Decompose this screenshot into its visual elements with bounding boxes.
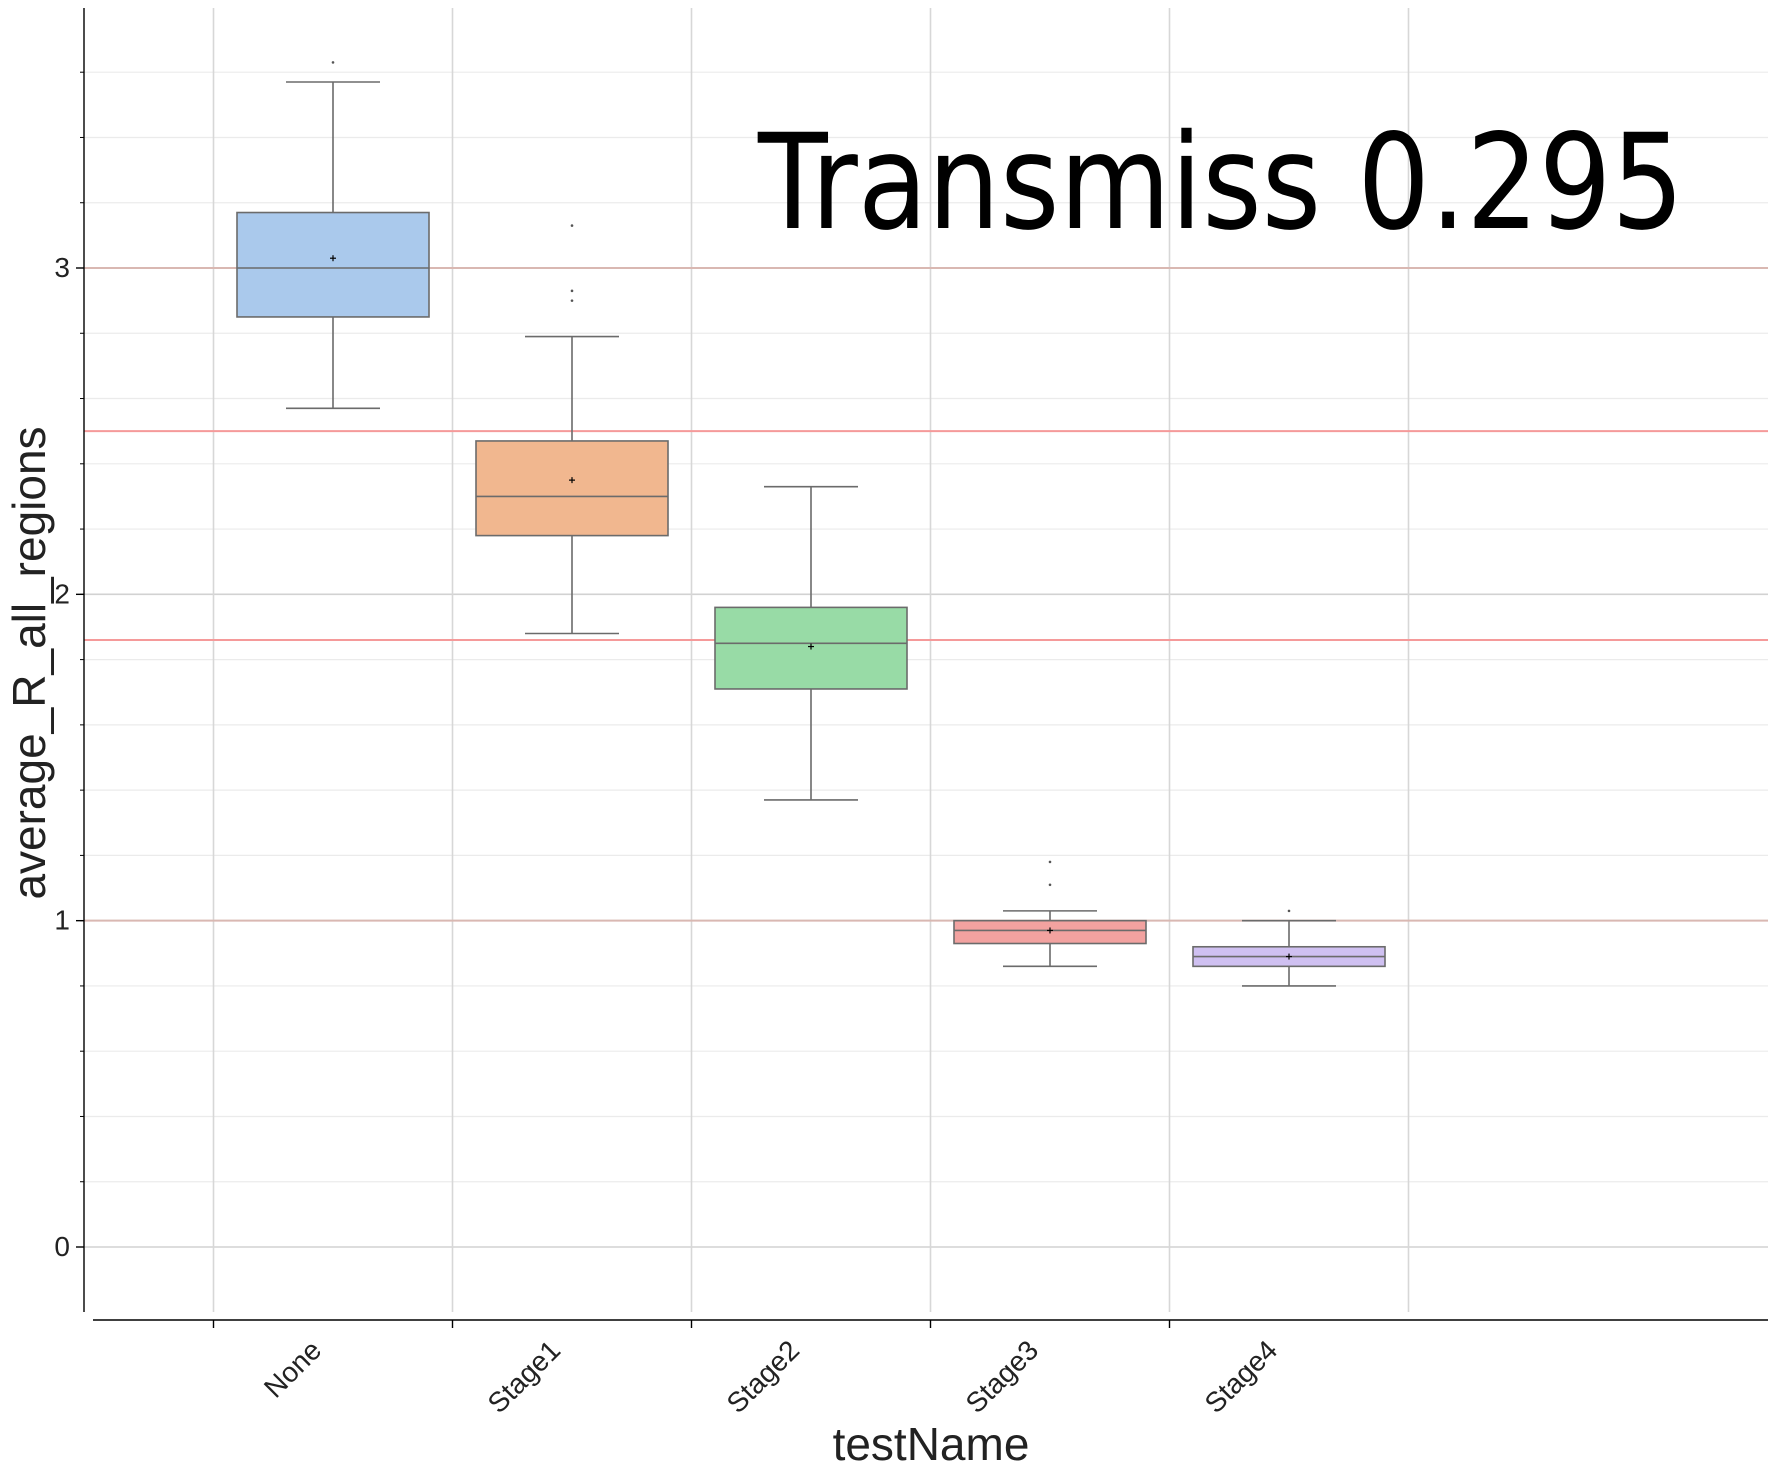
- y-tick-label: 1: [54, 905, 70, 936]
- x-tick-label: Stage1: [482, 1334, 567, 1419]
- box-stage1: [475, 224, 669, 635]
- box-none: [236, 61, 430, 410]
- x-tick-label: None: [258, 1334, 327, 1403]
- x-tick-label: Stage2: [721, 1334, 806, 1419]
- outlier-point: [1048, 883, 1052, 887]
- y-ticks: 0 1 2 3: [54, 252, 84, 1262]
- outlier-point: [331, 61, 335, 64]
- box-stage2: [714, 485, 908, 801]
- box-iqr: [236, 211, 430, 318]
- outlier-point: [570, 224, 574, 227]
- outlier-point: [1048, 860, 1052, 864]
- x-tick-label: Stage3: [960, 1334, 1045, 1419]
- box-stage3: [953, 860, 1147, 968]
- x-ticks: None Stage1 Stage2 Stage3 Stage4: [212, 1320, 1284, 1419]
- chart-annotation: Transmiss 0.295: [757, 106, 1684, 260]
- y-tick-label: 0: [54, 1231, 70, 1262]
- box-iqr: [475, 440, 669, 537]
- box-stage4: [1192, 909, 1386, 987]
- x-tick-label: Stage4: [1199, 1334, 1284, 1419]
- y-tick-label: 2: [54, 578, 70, 609]
- y-tick-label: 3: [54, 252, 70, 283]
- reference-lines: [84, 267, 1768, 922]
- x-axis-label: testName: [833, 1418, 1030, 1470]
- boxes-layer: [236, 61, 1386, 987]
- y-axis-label: average_R_all_regions: [3, 426, 55, 899]
- outlier-point: [570, 299, 574, 302]
- outlier-point: [570, 289, 574, 293]
- outlier-point: [1287, 909, 1291, 913]
